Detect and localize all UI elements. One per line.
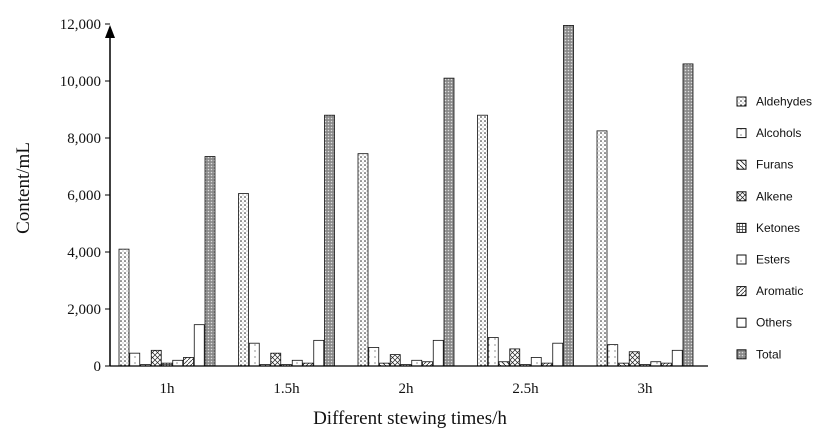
y-tick-label: 4,000 (67, 245, 101, 261)
bar-others-2h (432, 339, 444, 367)
legend-swatch-furans (736, 159, 747, 170)
bar-total-2-5h (563, 25, 574, 367)
legend: Aldehydes Alcohols Furans Alkene Ketones Este… (736, 95, 812, 361)
bar-aldehydes-3h (596, 130, 608, 367)
bar-others-1-5h (313, 339, 325, 367)
bar-alcohols-2-5h (487, 337, 499, 367)
bars (118, 25, 694, 367)
bar-alcohols-3h (607, 344, 619, 367)
bar-alcohols-1h (129, 352, 141, 367)
bar-esters-1-5h (291, 359, 303, 367)
legend-swatch-others (736, 317, 747, 328)
bar-others-3h (671, 349, 683, 367)
bar-aldehydes-1-5h (238, 193, 249, 367)
legend-swatch-alcohols (736, 128, 747, 139)
bar-esters-2h (411, 359, 423, 367)
bar-esters-1h (172, 359, 184, 367)
legend-swatch-alkene (736, 191, 747, 202)
bar-aldehydes-2h (357, 153, 369, 367)
y-axis-ticks: 0 2,000 4,000 6,000 8,000 10,000 12,000 (60, 17, 110, 375)
bar-total-3h (682, 63, 694, 367)
bar-alkene-2h (389, 354, 401, 367)
y-tick-label: 2,000 (67, 302, 101, 318)
bar-total-2h (443, 77, 455, 367)
bar-aldehydes-2-5h (477, 114, 488, 367)
legend-swatch-esters (736, 254, 747, 265)
bar-esters-2-5h (530, 357, 542, 367)
legend-label-total: Total (756, 347, 781, 361)
legend-swatch-aldehydes (736, 96, 747, 107)
axes (105, 25, 708, 367)
x-tick-label: 1.5h (273, 381, 300, 397)
x-axis-title: Different stewing times/h (313, 408, 507, 429)
y-axis-title: Content/mL (13, 142, 34, 234)
x-tick-label: 1h (160, 381, 176, 397)
x-tick-label: 2h (399, 381, 415, 397)
bar-total-1h (204, 156, 216, 367)
bar-alkene-3h (628, 351, 640, 367)
bar-alcohols-1-5h (248, 342, 260, 367)
legend-label-furans: Furans (756, 158, 793, 172)
bar-aromatic-1h (183, 357, 194, 367)
bar-furans-2-5h (498, 361, 510, 367)
legend-swatch-aromatic (736, 286, 747, 297)
x-axis-labels: 1h 1.5h 2h 2.5h 3h (160, 381, 654, 397)
y-tick-label: 0 (94, 359, 102, 375)
bar-esters-3h (650, 361, 662, 367)
legend-label-aldehydes: Aldehydes (756, 95, 812, 109)
bar-aldehydes-1h (118, 248, 130, 367)
bar-others-1h (193, 324, 205, 367)
bar-aromatic-2h (422, 361, 433, 367)
y-tick-label: 12,000 (60, 17, 101, 33)
legend-label-aromatic: Aromatic (756, 284, 803, 298)
legend-label-esters: Esters (756, 253, 790, 267)
x-tick-label: 3h (638, 381, 654, 397)
bar-alkene-1-5h (270, 352, 282, 367)
legend-label-others: Others (756, 316, 792, 330)
legend-label-ketones: Ketones (756, 221, 800, 235)
legend-label-alcohols: Alcohols (756, 126, 801, 140)
bar-total-1-5h (324, 114, 335, 367)
legend-swatch-ketones (736, 222, 747, 233)
legend-swatch-total (736, 349, 747, 360)
y-tick-label: 6,000 (67, 188, 101, 204)
y-tick-label: 8,000 (67, 131, 101, 147)
bar-others-2-5h (552, 342, 564, 367)
bar-alkene-2-5h (509, 348, 521, 367)
legend-label-alkene: Alkene (756, 189, 793, 203)
x-tick-label: 2.5h (512, 381, 539, 397)
y-tick-label: 10,000 (60, 74, 101, 90)
bar-alkene-1h (150, 349, 162, 367)
bar-alcohols-2h (368, 347, 380, 367)
y-axis-arrow (105, 25, 115, 38)
